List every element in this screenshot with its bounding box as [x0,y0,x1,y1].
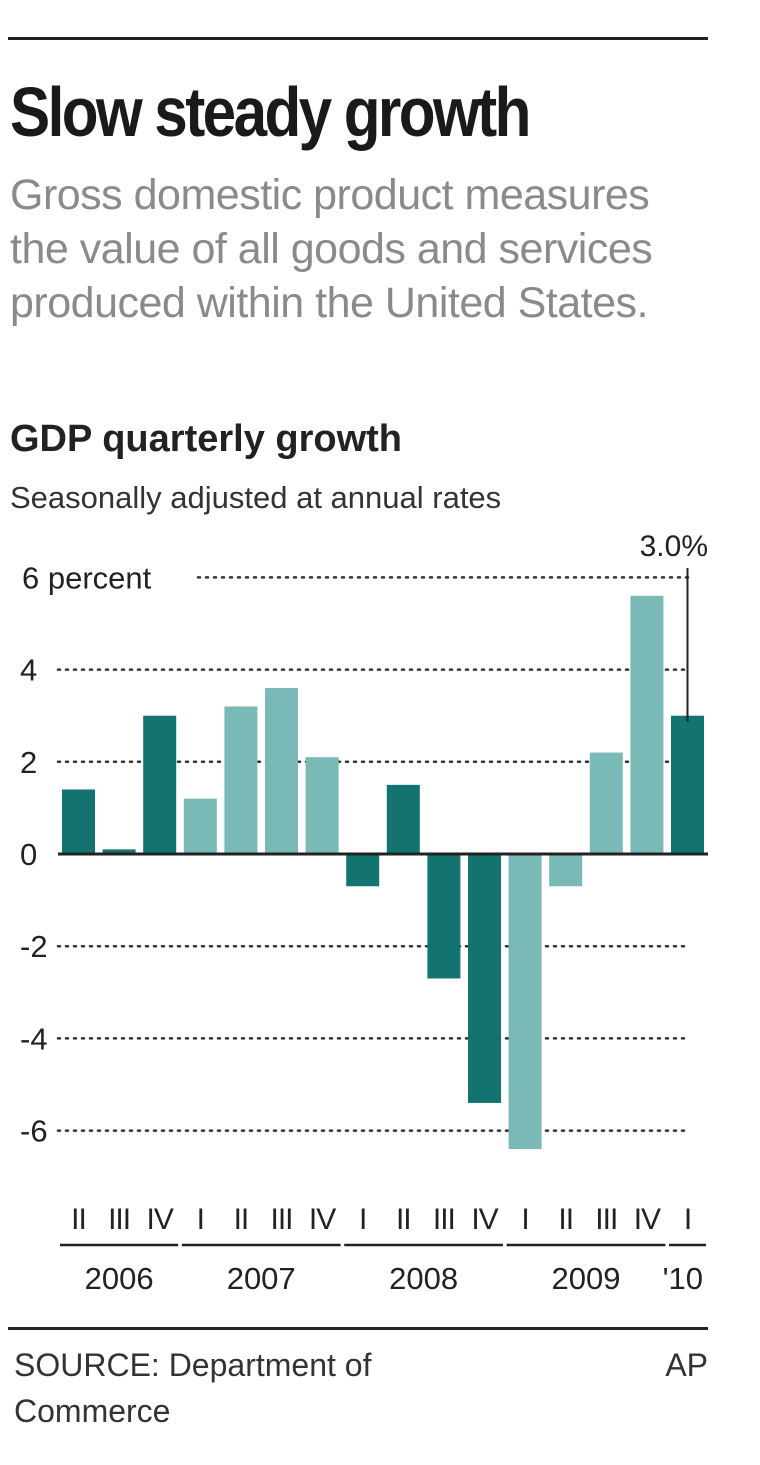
quarter-label: IV [634,1203,661,1236]
y-tick-label: 6 percent [22,560,152,595]
bar [508,854,542,1150]
quarter-label: II [558,1203,573,1236]
quarter-label: I [684,1203,691,1236]
bar [427,854,461,979]
year-label: 2006 [85,1261,154,1296]
quarter-label: III [270,1203,292,1236]
bar [549,854,583,887]
top-rule [8,37,708,40]
year-label: 2009 [552,1261,621,1296]
quarter-label: I [197,1203,204,1236]
annotation: 3.0% [640,530,708,722]
chart-subtitle: Seasonally adjusted at annual rates [10,480,502,515]
bar [671,715,704,854]
quarter-label: IV [309,1203,336,1236]
bar [143,715,177,854]
bottom-rule [8,1327,708,1330]
quarter-label: III [595,1203,617,1236]
year-label: '10 [663,1261,703,1296]
y-tick-label: 0 [20,837,37,872]
bars [62,595,704,1150]
headline-title: Slow steady growth [10,73,531,151]
y-tick-label: 4 [20,653,37,688]
y-tick-label: 2 [20,745,37,780]
bar [589,752,623,854]
bar [386,784,420,854]
y-tick-label: -4 [20,1021,48,1056]
bar [305,757,339,854]
y-tick-label: -2 [20,929,48,964]
bar [102,849,136,854]
annotation-label: 3.0% [640,530,708,563]
quarter-label: IV [471,1203,498,1236]
bar [224,706,258,854]
chart-title: GDP quarterly growth [10,418,403,460]
quarter-label: III [433,1203,455,1236]
quarter-label: IV [147,1203,174,1236]
quarter-label: II [234,1203,249,1236]
source-note: SOURCE: Department of Commerce [14,1347,372,1429]
year-label: 2008 [389,1261,458,1296]
bar [183,798,217,854]
bar [468,854,501,1103]
y-tick-label: -6 [20,1114,48,1149]
quarter-label: III [108,1203,130,1236]
year-label: 2007 [227,1261,296,1296]
headline-subtitle: Gross domestic product measures the valu… [10,171,653,327]
y-tick-labels: 6 percent 4 2 0 -2 -4 -6 [20,560,152,1148]
quarter-label: II [71,1203,86,1236]
quarter-label: I [359,1203,366,1236]
bar [346,854,380,887]
quarter-label: II [396,1203,411,1236]
credit-label: AP [665,1347,708,1383]
quarter-label: I [521,1203,528,1236]
bar [62,789,95,854]
bar [630,595,664,854]
bar [265,688,298,854]
